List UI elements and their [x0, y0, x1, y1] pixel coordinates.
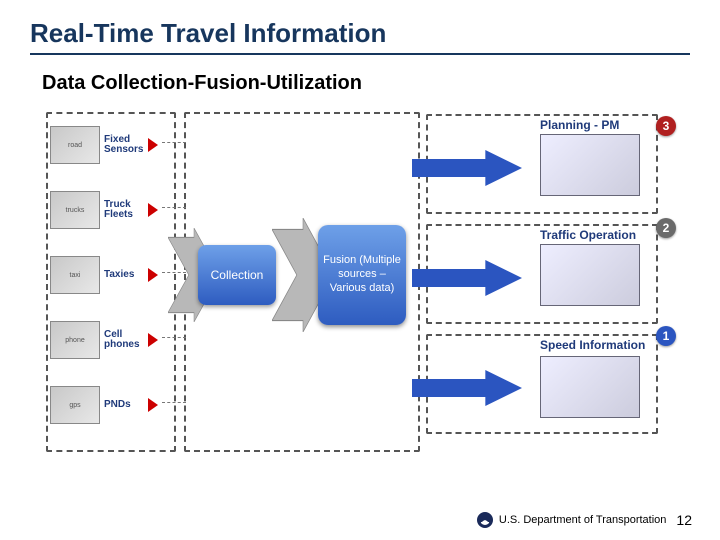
- source-row: taxi Taxies: [50, 250, 158, 300]
- source-label: Truck Fleets: [104, 200, 146, 221]
- output-thumb: [540, 134, 640, 196]
- arrow-red-icon: [148, 268, 158, 282]
- fusion-box: Fusion (Multiple sources – Various data): [318, 225, 406, 325]
- collection-box: Collection: [198, 245, 276, 305]
- source-thumb: phone: [50, 321, 100, 359]
- arrow-red-icon: [148, 398, 158, 412]
- source-label: Cell phones: [104, 330, 146, 351]
- output-label: Speed Information: [540, 338, 645, 352]
- dot-logo-icon: [477, 512, 493, 528]
- source-row: phoneCell phones: [50, 315, 158, 365]
- source-label: PNDs: [104, 400, 146, 411]
- footer-org: U.S. Department of Transportation: [499, 514, 667, 526]
- output-thumb: [540, 244, 640, 306]
- output-badge: 2: [656, 218, 676, 238]
- arrow-blue-icon: [412, 370, 522, 411]
- source-thumb: road: [50, 126, 100, 164]
- arrow-red-icon: [148, 333, 158, 347]
- diagram-canvas: roadFixed Sensors trucksTruck Fleets taxi T…: [50, 110, 680, 470]
- connector-line: [162, 207, 186, 208]
- output-badge: 3: [656, 116, 676, 136]
- source-label: Fixed Sensors: [104, 135, 146, 156]
- arrow-red-icon: [148, 203, 158, 217]
- connector-line: [162, 337, 186, 338]
- output-label: Traffic Operation: [540, 228, 636, 242]
- output-label: Planning - PM: [540, 118, 619, 132]
- source-row: gps PNDs: [50, 380, 158, 430]
- source-row: trucksTruck Fleets: [50, 185, 158, 235]
- slide-title: Real-Time Travel Information: [30, 18, 690, 55]
- arrow-red-icon: [148, 138, 158, 152]
- source-label: Taxies: [104, 270, 146, 281]
- source-row: roadFixed Sensors: [50, 120, 158, 170]
- output-thumb: [540, 356, 640, 418]
- source-thumb: trucks: [50, 191, 100, 229]
- arrow-blue-icon: [412, 150, 522, 191]
- footer: U.S. Department of Transportation 12: [477, 512, 692, 528]
- slide-subtitle: Data Collection-Fusion-Utilization: [42, 72, 362, 95]
- connector-line: [162, 142, 186, 143]
- source-thumb: gps: [50, 386, 100, 424]
- page-number: 12: [676, 512, 692, 528]
- source-thumb: taxi: [50, 256, 100, 294]
- connector-line: [162, 402, 186, 403]
- output-badge: 1: [656, 326, 676, 346]
- arrow-blue-icon: [412, 260, 522, 301]
